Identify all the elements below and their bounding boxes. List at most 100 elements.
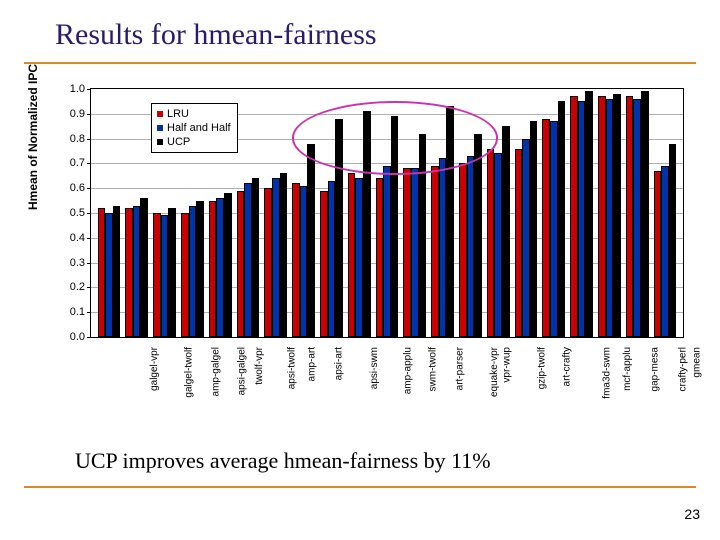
slide: Results for hmean-fairness Hmean of Norm…: [0, 0, 720, 540]
chart-plot: 0.00.10.20.30.40.50.60.70.80.91.0galgel-…: [90, 88, 684, 338]
legend-item: LRU: [157, 107, 231, 121]
bar: [216, 198, 224, 337]
bar: [161, 215, 169, 337]
legend-swatch: [157, 111, 163, 117]
x-tick-label: mcf-applu: [622, 347, 633, 391]
bar: [113, 206, 121, 337]
x-tick-label: gzip-twolf: [536, 347, 547, 389]
bar-group: [376, 89, 399, 337]
chart-area: Hmean of Normalized IPC 0.00.10.20.30.40…: [38, 80, 692, 430]
bar-group: [654, 89, 677, 337]
bar: [153, 213, 161, 337]
bar: [411, 168, 419, 337]
bar: [320, 191, 328, 337]
y-tick-label: 1.0: [45, 84, 85, 94]
x-tick-label: galgel-vpr: [149, 347, 160, 391]
bar: [181, 213, 189, 337]
bar-group: [237, 89, 260, 337]
y-tick: [87, 238, 91, 239]
legend-item: UCP: [157, 135, 231, 149]
bar: [307, 144, 315, 337]
legend-label: Half and Half: [167, 121, 231, 135]
x-tick-label: galgel-twolf: [183, 347, 194, 398]
y-tick: [87, 337, 91, 338]
bar: [474, 134, 482, 337]
bar: [300, 186, 308, 337]
bar-group: [264, 89, 287, 337]
bar: [196, 201, 204, 337]
y-tick: [87, 287, 91, 288]
bar: [140, 198, 148, 337]
bar: [105, 213, 113, 337]
x-tick-label: gap-mesa: [650, 347, 661, 391]
bar: [494, 153, 502, 337]
x-tick-label: apsi-art: [333, 347, 344, 380]
bar: [383, 166, 391, 337]
x-tick-label: amp-applu: [402, 347, 413, 394]
y-tick-label: 0.2: [45, 282, 85, 292]
legend: LRUHalf and HalfUCP: [151, 103, 238, 153]
bar-group: [515, 89, 538, 337]
caption-underline: [24, 486, 696, 488]
bar-group: [626, 89, 649, 337]
bar: [419, 134, 427, 337]
bar-group: [542, 89, 565, 337]
y-tick-label: 0.1: [45, 307, 85, 317]
bar: [209, 201, 217, 337]
bar-group: [320, 89, 343, 337]
y-tick: [87, 312, 91, 313]
bar: [606, 99, 614, 337]
x-tick-label: equake-vpr: [489, 347, 500, 397]
x-tick-label: amp-galgel: [210, 347, 221, 396]
bar: [363, 111, 371, 337]
legend-item: Half and Half: [157, 121, 231, 135]
y-tick: [87, 213, 91, 214]
y-tick-label: 0.0: [45, 332, 85, 342]
legend-label: LRU: [167, 107, 189, 121]
y-tick: [87, 263, 91, 264]
bar-group: [570, 89, 593, 337]
page-title: Results for hmean-fairness: [55, 18, 377, 52]
bar: [348, 173, 356, 337]
bar: [459, 163, 467, 337]
bar: [125, 208, 133, 337]
bar: [168, 208, 176, 337]
x-tick-label: swm-twolf: [427, 347, 438, 391]
x-tick-label: vpr-wup: [502, 347, 513, 383]
y-axis-label: Hmean of Normalized IPC: [26, 64, 40, 210]
bar: [391, 116, 399, 337]
bar: [585, 91, 593, 337]
bar: [446, 106, 454, 337]
x-tick-label: fma3d-swm: [602, 347, 613, 399]
bar: [376, 178, 384, 337]
x-tick-label: apsi-twolf: [286, 347, 297, 389]
x-tick-label: gmean: [692, 347, 703, 378]
bar: [641, 91, 649, 337]
bar: [522, 139, 530, 337]
bar: [280, 173, 288, 337]
bar: [335, 119, 343, 337]
bar: [328, 181, 336, 337]
bar: [661, 166, 669, 337]
page-number: 23: [684, 506, 700, 522]
bar: [98, 208, 106, 337]
bar-group: [403, 89, 426, 337]
bar: [613, 94, 621, 337]
bar-group: [431, 89, 454, 337]
bar: [530, 121, 538, 337]
bar: [439, 158, 447, 337]
x-tick-label: apsi-swm: [370, 347, 381, 389]
y-tick-label: 0.7: [45, 158, 85, 168]
bar-group: [292, 89, 315, 337]
chart-caption: UCP improves average hmean-fairness by 1…: [75, 448, 491, 474]
y-tick-label: 0.6: [45, 183, 85, 193]
bar: [570, 96, 578, 337]
bar: [502, 126, 510, 337]
bar: [403, 168, 411, 337]
bar: [578, 101, 586, 337]
bar: [292, 183, 300, 337]
y-tick: [87, 114, 91, 115]
x-tick-label: amp-art: [306, 347, 317, 381]
legend-swatch: [157, 139, 163, 145]
y-tick: [87, 188, 91, 189]
